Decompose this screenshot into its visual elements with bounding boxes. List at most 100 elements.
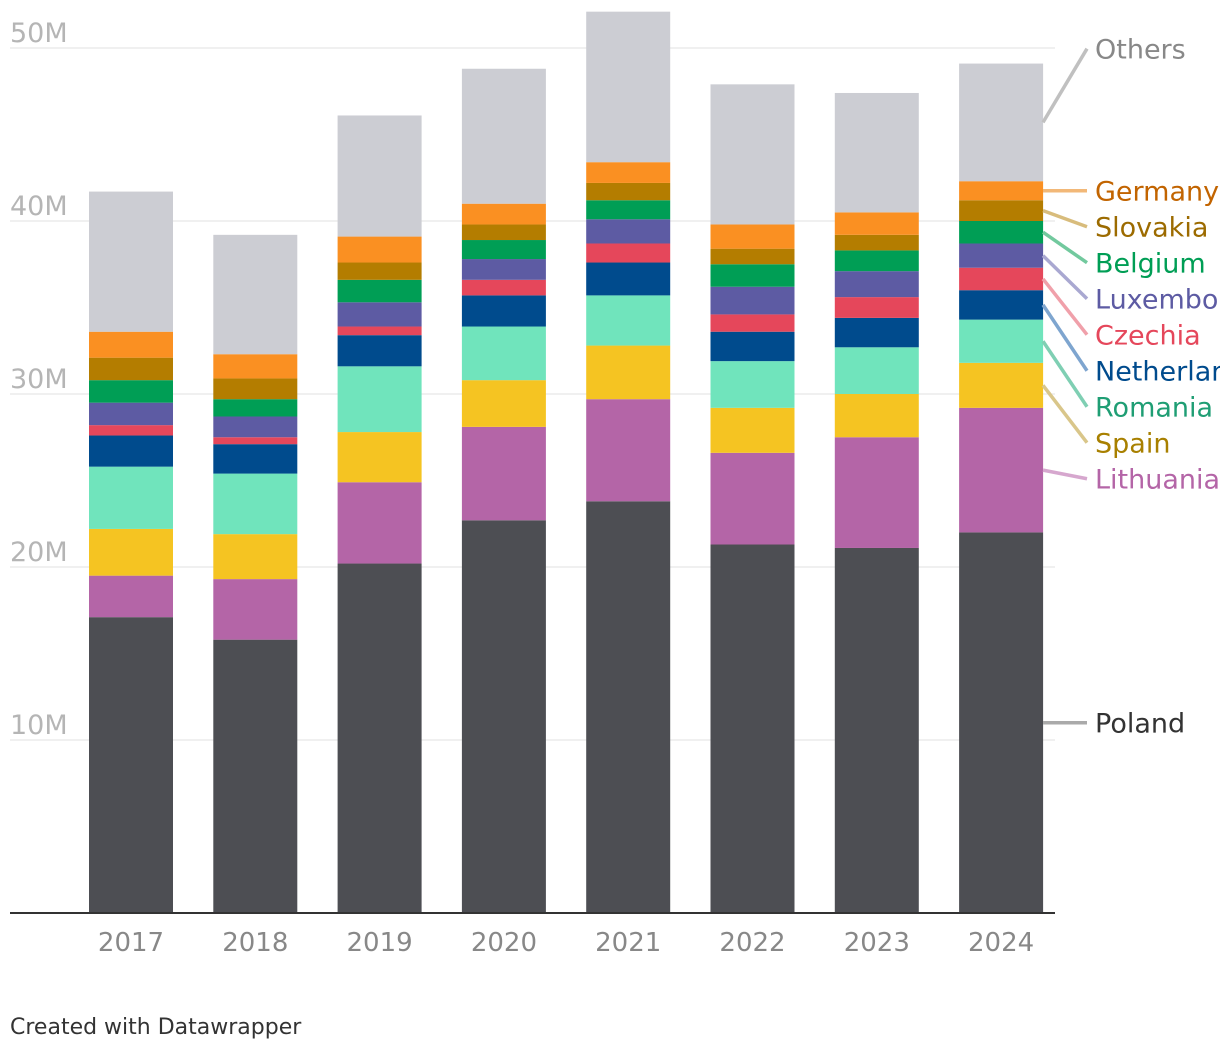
bar-segment [337,279,422,303]
bar-segment [213,354,298,379]
bar-segment [710,407,795,453]
x-tick-label: 2021 [595,928,661,958]
legend-label: Luxembourg [1095,285,1220,316]
legend-label: Spain [1095,429,1170,460]
bar-segment [834,250,919,272]
bar-segment [213,444,298,474]
x-tick-label: 2024 [968,928,1034,958]
bar-segment [586,11,671,163]
x-tick-label: 2023 [844,928,910,958]
bar-segment [213,579,298,640]
x-tick-label: 2018 [222,928,288,958]
bar-segment [586,399,671,502]
bar-segment [89,357,173,381]
y-tick-label: 50M [10,18,68,49]
bar-segment [337,326,422,336]
bar-segment [461,279,546,296]
legend-label: Romania [1095,393,1213,424]
legend-leader-line [1041,303,1089,372]
credit-text: Created with Datawrapper [10,1015,302,1040]
bar-segment [586,162,671,183]
bar-segment [337,482,422,564]
bar-segment [710,224,795,249]
bar-segment [461,326,546,381]
x-tick-label: 2020 [471,928,537,958]
bar-segment [586,262,671,296]
bar-segment [213,534,298,580]
bar-segment [461,380,546,427]
bar-segment [337,366,422,433]
bar-segment [959,243,1044,268]
bar-segment [89,575,173,618]
bar-segment [710,361,795,408]
bar-segment [959,407,1044,533]
bar-segment [337,262,422,280]
stacked-bar-chart: 10M 20M 30M 40M 50M 2017 2018 2019 2020 2021 2022 2… [10,11,1220,958]
bar-segment [834,347,919,394]
bar-segment [213,437,298,445]
bar-segment [586,182,671,201]
bar-segment [337,563,422,913]
legend-label: Germany [1095,177,1219,208]
bar-segment [461,68,546,204]
bar-segment [959,362,1044,408]
legend-label: Netherlands [1095,357,1220,388]
bar-segment [89,331,173,358]
bar-segment [337,432,422,483]
bar-segment [213,416,298,438]
bar-segment [89,425,173,436]
bar-segment [337,335,422,367]
bar-segment [89,435,173,467]
bar-segment [834,317,919,348]
bar-segment [89,466,173,529]
bar-segment [959,221,1044,244]
bar-segment [586,295,671,346]
bar-segment [710,331,795,362]
legend-label: Belgium [1095,249,1206,280]
bar-segment [834,394,919,438]
bar-segment [461,224,546,241]
legend-leader-line [1041,254,1089,300]
bar-segment [710,452,795,545]
bar-segment [89,380,173,403]
legend-leader-line [1042,208,1088,229]
legend-label: Lithuania [1095,465,1220,496]
bar-segment [461,240,546,260]
bar-segment [959,532,1044,913]
bar-segment [710,264,795,287]
bar-segment [710,314,795,332]
bar-segment [213,399,298,417]
bar-segment [337,115,422,237]
bar-segment [959,200,1044,221]
legend-leader-line [1042,468,1088,481]
bar-segment [959,290,1044,320]
bar-segment [834,92,919,213]
bar-segment [710,286,795,315]
x-tick-label: 2019 [347,928,413,958]
x-tick-label: 2022 [719,928,785,958]
bar-segment [586,345,671,400]
bar-segment [710,544,795,913]
bar-segment [89,402,173,426]
bar-segment [213,234,298,355]
y-tick-label: 40M [10,191,68,222]
bar-segment [213,378,298,400]
y-tick-label: 10M [10,710,68,741]
bar-segment [89,191,173,332]
bar-segment [461,203,546,225]
bar-segment [586,243,671,263]
bar-segment [213,473,298,535]
bar-segment [959,267,1044,291]
y-tick-label: 30M [10,364,68,395]
bar-segment [337,236,422,263]
x-tick-label: 2017 [98,928,164,958]
legend-label: Others [1095,35,1186,66]
legend-label: Czechia [1095,321,1201,352]
bar-segment [461,295,546,327]
bar-segment [834,437,919,548]
bar-segment [959,319,1044,363]
bar-segment [834,271,919,298]
bar-segment [710,84,795,225]
bar-segment [834,297,919,318]
bar-segment [89,617,173,913]
